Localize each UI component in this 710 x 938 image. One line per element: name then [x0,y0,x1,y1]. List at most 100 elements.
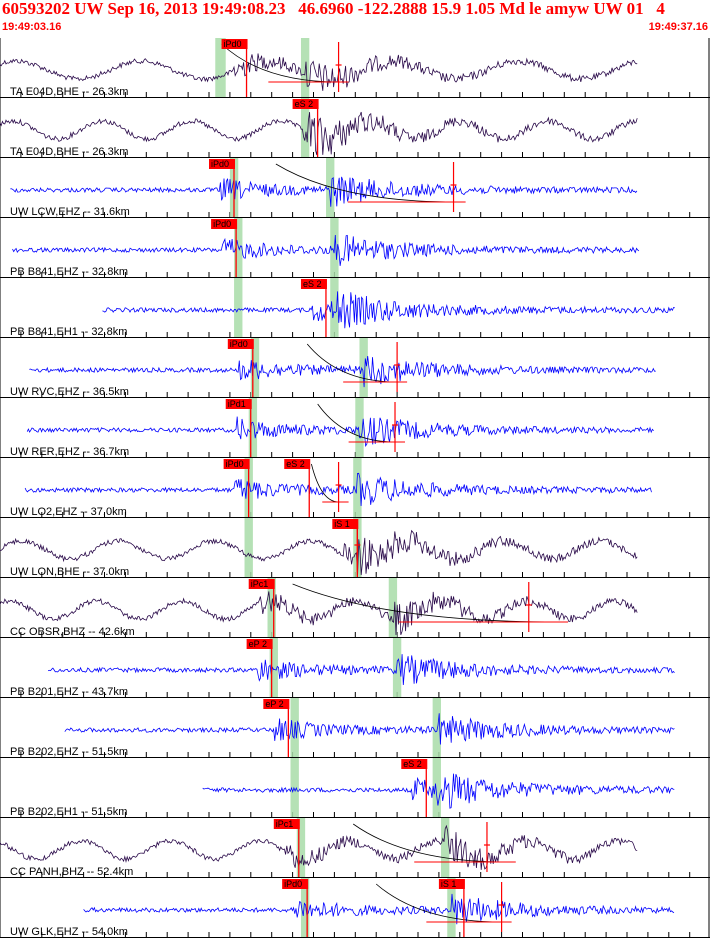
station-label: TA E04D,BHE -- 26.3km [10,146,128,158]
pick-label: eP 2 [249,639,267,649]
waveform-trace [0,529,638,576]
trace-row: iPd0 TA E04D,BHE -- 26.3km [0,38,710,98]
waveform-trace [26,416,654,448]
pick-window [300,98,310,157]
station-label: PB B841,EH1 -- 32.8km [10,326,127,338]
trace-row: iPd0 UW LCW,EHZ -- 31.6km [0,158,710,218]
waveform-trace [12,234,640,266]
seismogram-panel: iPd0 TA E04D,BHE -- 26.3km eS 2 TA E04D,BHE… [0,38,710,938]
pick-label-box [223,459,250,469]
pick-label: iPd0 [226,459,244,469]
coda-curve [311,463,339,503]
pick-label-box [221,39,248,49]
pick-label-box [282,879,309,889]
trace-row: iPd0 UW RVC,EHZ -- 36.5km [0,338,710,398]
station-label: PB B841,EHZ -- 32.8km [10,266,128,278]
waveform-trace [47,654,675,686]
coda-curve [352,823,506,863]
pick-label: iPc1 [251,579,269,589]
pick-label: iPd0 [230,339,248,349]
trace-row: eP 2 PB B202,EHZ -- 51.5km [0,698,710,758]
pick-label-box [401,759,428,769]
pick-window [215,38,226,97]
pick-label: iPd0 [284,879,302,889]
pick-label: iS 1 [334,519,350,529]
pick-label-box [211,219,238,229]
trace-row: iPd1 UW RER,EHZ -- 36.7km [0,398,710,458]
pick-window [392,638,402,697]
waveform-trace [29,356,656,388]
waveform-trace [10,176,638,207]
station-label: UW LCW,EHZ -- 31.6km [10,206,130,218]
plot-header: 60593202 UW Sep 16, 2013 19:49:08.23 46.… [0,0,710,38]
pick-label-box [227,339,254,349]
pick-label-box [284,459,311,469]
pick-window [355,398,364,457]
station-label: UW RER,EHZ -- 36.7km [10,446,129,458]
pick-label-box [273,819,300,829]
trace-row: iPc1 CC OBSR,BHZ -- 42.6km [0,578,710,638]
trace-row: iS 1 UW LON,BHE -- 37.0km [0,518,710,578]
station-label: PB B201,EHZ -- 43.7km [10,686,128,698]
trace-row: eP 2 PB B201,EHZ -- 43.7km [0,638,710,698]
station-label: PB B202,EHZ -- 51.5km [10,746,128,758]
waveform-trace [64,713,675,745]
station-label: CC PANH,BHZ -- 52.4km [10,866,133,878]
pick-label-box [209,159,235,169]
pick-window [326,158,335,217]
pick-window [300,878,310,937]
pick-label: iPd0 [213,219,231,229]
pick-label: eP 2 [265,699,283,709]
coda-curve [275,163,456,203]
pick-label: eS 2 [286,459,305,469]
coda-curve [221,43,339,83]
pick-label-box [248,579,275,589]
pick-label: iPd0 [211,159,229,169]
pick-window [296,818,306,877]
waveform-trace [83,893,675,925]
station-label: UW RVC,EHZ -- 36.5km [10,386,129,398]
waveform-trace [0,53,638,91]
pick-label: eS 2 [403,759,422,769]
waveform-trace [0,111,638,156]
pick-label: eS 2 [303,279,322,289]
trace-row: iPd0 iS 1 UW GLK,EHZ -- 54.0km [0,878,710,938]
station-label: UW GLK,EHZ -- 54.0km [10,926,128,938]
station-label: TA E04D,BHE -- 26.3km [10,86,128,98]
waveform-trace [0,824,638,870]
pick-label-box [225,399,252,409]
pick-window [432,698,441,757]
start-time-label: 19:49:03.16 [2,21,62,33]
pick-window [440,818,450,877]
waveform-trace [102,291,675,329]
pick-window [388,578,398,637]
coda-curve [306,343,398,383]
pick-label-box [246,639,273,649]
trace-row: eS 2 PB B841,EH1 -- 32.8km [0,278,710,338]
trace-row: iPc1 CC PANH,BHZ -- 52.4km [0,818,710,878]
pick-window [353,458,362,517]
pick-window [244,518,253,577]
event-title: 60593202 UW Sep 16, 2013 19:49:08.23 46.… [2,0,665,18]
station-label: CC OBSR,BHZ -- 42.6km [10,626,135,638]
pick-label-box [300,279,327,289]
trace-row: iPd0 eS 2 UW LO2,EHZ -- 37.0km [0,458,710,518]
pick-window [432,758,441,817]
pick-label: iS 1 [441,879,457,889]
pick-label-box [292,99,319,109]
coda-curve [292,583,559,623]
pick-window [359,338,368,397]
pick-window [330,278,339,337]
pick-label-box [438,879,465,889]
coda-curve [375,883,502,923]
trace-row: eS 2 PB B202,EH1 -- 51.5km [0,758,710,818]
pick-label: iPd0 [224,39,242,49]
pick-window [234,278,243,337]
pick-label: iPd1 [228,399,246,409]
pick-window [248,398,258,457]
trace-row: eS 2 TA E04D,BHE -- 26.3km [0,98,710,158]
trace-row: iPd0 PB B841,EHZ -- 32.8km [0,218,710,278]
pick-window [290,758,299,817]
waveform-trace [202,773,675,809]
pick-label-box [263,699,290,709]
